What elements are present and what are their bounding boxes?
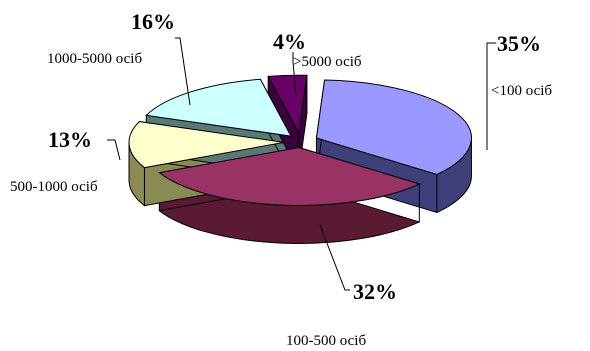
leader-lines	[107, 37, 496, 291]
leader-line-4	[292, 52, 297, 96]
pct-label-35: 35%	[497, 31, 541, 56]
category-label-1000-5000: 1000-5000 осіб	[47, 51, 142, 67]
category-label-gt-5000: >5000 осіб	[293, 54, 362, 70]
pct-label-4: 4%	[273, 29, 306, 54]
category-label-500-1000: 500-1000 осіб	[10, 179, 98, 195]
pct-label-13: 13%	[48, 127, 92, 152]
leader-line-13	[107, 139, 121, 161]
slice-top-100-500	[158, 146, 421, 206]
pct-label-16: 16%	[131, 9, 175, 34]
slice-tops	[128, 74, 472, 206]
slice-top-small-companies	[315, 79, 472, 176]
category-label-lt-100: <100 осіб	[491, 83, 552, 99]
leader-line-35	[486, 42, 496, 150]
slice-top-1000-5000	[145, 78, 292, 137]
leader-line-16	[175, 37, 191, 106]
slice-top-500-1000	[128, 121, 285, 169]
leader-line-32	[319, 224, 350, 291]
pct-label-32: 32%	[353, 279, 397, 304]
category-label-100-500: 100-500 осіб	[286, 333, 366, 349]
slice-top-over-5000	[267, 74, 308, 135]
